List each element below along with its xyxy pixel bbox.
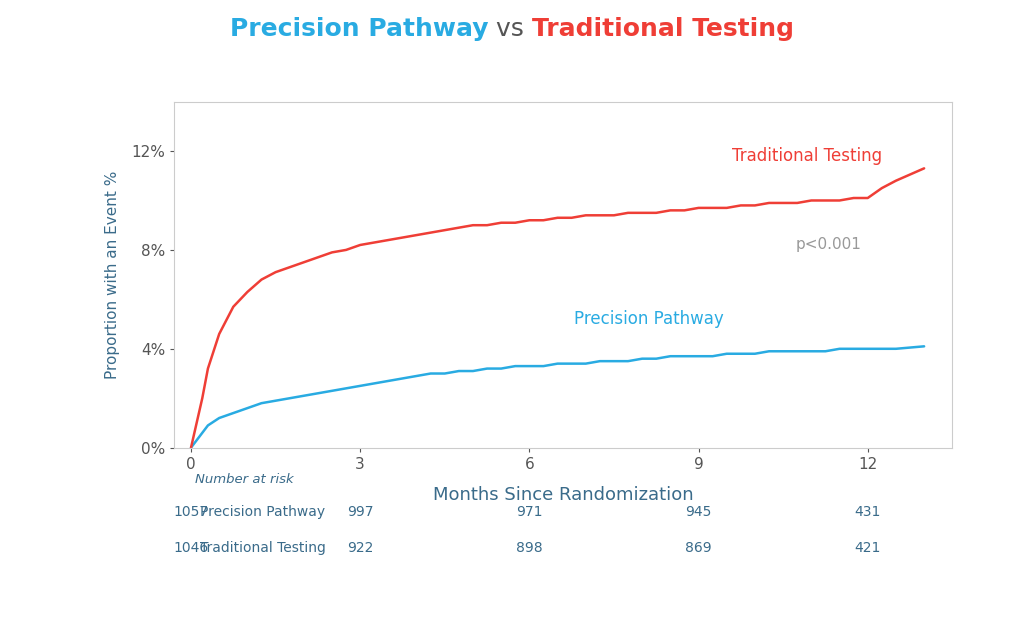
Text: Precision Pathway: Precision Pathway: [229, 17, 488, 41]
Text: Traditional Testing: Traditional Testing: [732, 147, 883, 165]
Text: Number at risk: Number at risk: [195, 473, 293, 486]
Text: 971: 971: [516, 505, 543, 519]
Y-axis label: Proportion with an Event %: Proportion with an Event %: [105, 170, 120, 379]
X-axis label: Months Since Randomization: Months Since Randomization: [433, 486, 693, 504]
Text: vs: vs: [488, 17, 532, 41]
Text: 922: 922: [347, 541, 374, 555]
Text: Precision Pathway: Precision Pathway: [574, 310, 724, 328]
Text: 869: 869: [685, 541, 712, 555]
Text: Traditional Testing: Traditional Testing: [532, 17, 795, 41]
Text: p<0.001: p<0.001: [796, 237, 861, 253]
Text: 431: 431: [855, 505, 881, 519]
Text: 1057: 1057: [173, 505, 209, 519]
Text: Precision Pathway: Precision Pathway: [200, 505, 325, 519]
Text: 421: 421: [855, 541, 881, 555]
Text: 997: 997: [347, 505, 374, 519]
Text: 898: 898: [516, 541, 543, 555]
Text: 945: 945: [685, 505, 712, 519]
Text: 1046: 1046: [173, 541, 209, 555]
Text: Traditional Testing: Traditional Testing: [200, 541, 326, 555]
